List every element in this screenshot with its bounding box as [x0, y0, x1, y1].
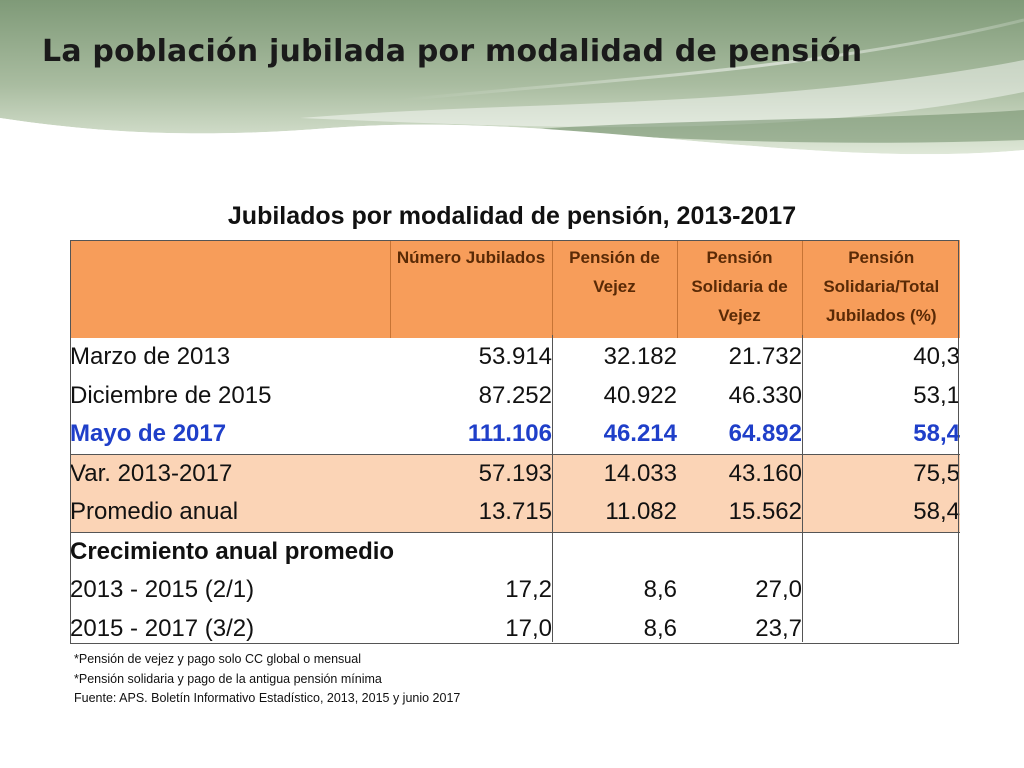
growth-row: 2013 - 2015 (2/1) 17,2 8,6 27,0 [70, 571, 960, 610]
row-label: Diciembre de 2015 [70, 381, 272, 409]
header-banner [0, 0, 1024, 210]
table-header-row: Número Jubilados Pensión de Vejez Pensió… [70, 240, 960, 338]
cell-porcentaje: 75,5 [802, 453, 960, 493]
cell-numero: 17,2 [505, 576, 552, 603]
header-porcentaje-solidaria: Pensión Solidaria/Total Jubilados (%) [801, 240, 960, 338]
header-pension-vejez: Pensión de Vejez [551, 240, 677, 338]
cell-numero: 111.106 [467, 420, 552, 447]
footnotes: *Pensión de vejez y pago solo CC global … [74, 650, 460, 709]
footnote: *Pensión solidaria y pago de la antigua … [74, 671, 382, 686]
cell-numero: 57.193 [390, 453, 552, 493]
table-row-highlight: Mayo de 2017 111.106 46.214 64.892 58,4 [70, 415, 960, 454]
cell-solidaria: 64.892 [728, 420, 802, 447]
cell-numero: 53.914 [478, 343, 552, 370]
cell-porcentaje: 53,1 [913, 381, 960, 409]
table-row: Marzo de 2013 53.914 32.182 21.732 40,3 [70, 338, 960, 377]
header-pension-solidaria: Pensión Solidaria de Vejez [676, 240, 802, 338]
cell-solidaria: 23,7 [755, 614, 802, 642]
empty-cell [802, 610, 960, 649]
row-label: Var. 2013-2017 [70, 453, 390, 493]
cell-solidaria: 46.330 [728, 381, 802, 409]
cell-numero: 87.252 [478, 381, 552, 409]
cell-vejez: 40.922 [603, 381, 677, 409]
row-label: Mayo de 2017 [70, 420, 227, 447]
cell-numero: 13.715 [390, 493, 552, 533]
cell-porcentaje: 58,4 [802, 493, 960, 533]
pension-table: Número Jubilados Pensión de Vejez Pensió… [70, 240, 960, 648]
row-label: Promedio anual [70, 493, 390, 533]
cell-vejez: 32.182 [603, 343, 677, 370]
row-label: 2013 - 2015 (2/1) [70, 576, 255, 603]
growth-heading: Crecimiento anual promedio [70, 537, 395, 565]
cell-solidaria: 21.732 [728, 343, 802, 370]
empty-cell [677, 532, 802, 571]
cell-vejez: 8,6 [643, 576, 677, 603]
footnote: *Pensión de vejez y pago solo CC global … [74, 652, 361, 666]
header-numero-jubilados: Número Jubilados [389, 240, 552, 338]
header-label-cell [70, 240, 390, 338]
empty-cell [802, 571, 960, 610]
growth-heading-row: Crecimiento anual promedio [70, 532, 960, 571]
cell-vejez: 46.214 [603, 420, 677, 447]
table-row-shaded: Var. 2013-2017 57.193 14.033 43.160 75,5 [70, 453, 960, 493]
slide-title: La población jubilada por modalidad de p… [42, 34, 863, 69]
cell-vejez: 8,6 [643, 614, 677, 642]
cell-vejez: 11.082 [552, 493, 677, 533]
row-label: Marzo de 2013 [70, 343, 231, 370]
cell-solidaria: 27,0 [755, 576, 802, 603]
growth-row: 2015 - 2017 (3/2) 17,0 8,6 23,7 [70, 610, 960, 649]
cell-solidaria: 43.160 [677, 453, 802, 493]
row-label: 2015 - 2017 (3/2) [70, 614, 255, 642]
cell-numero: 17,0 [505, 614, 552, 642]
empty-cell [802, 532, 960, 571]
cell-vejez: 14.033 [552, 453, 677, 493]
cell-solidaria: 15.562 [677, 493, 802, 533]
source-note: Fuente: APS. Boletín Informativo Estadís… [74, 691, 461, 705]
cell-porcentaje: 40,3 [913, 343, 960, 370]
table-title: Jubilados por modalidad de pensión, 2013… [227, 202, 797, 230]
cell-porcentaje: 58,4 [913, 420, 960, 447]
table-row: Diciembre de 2015 87.252 40.922 46.330 5… [70, 377, 960, 416]
table-row-shaded: Promedio anual 13.715 11.082 15.562 58,4 [70, 493, 960, 533]
